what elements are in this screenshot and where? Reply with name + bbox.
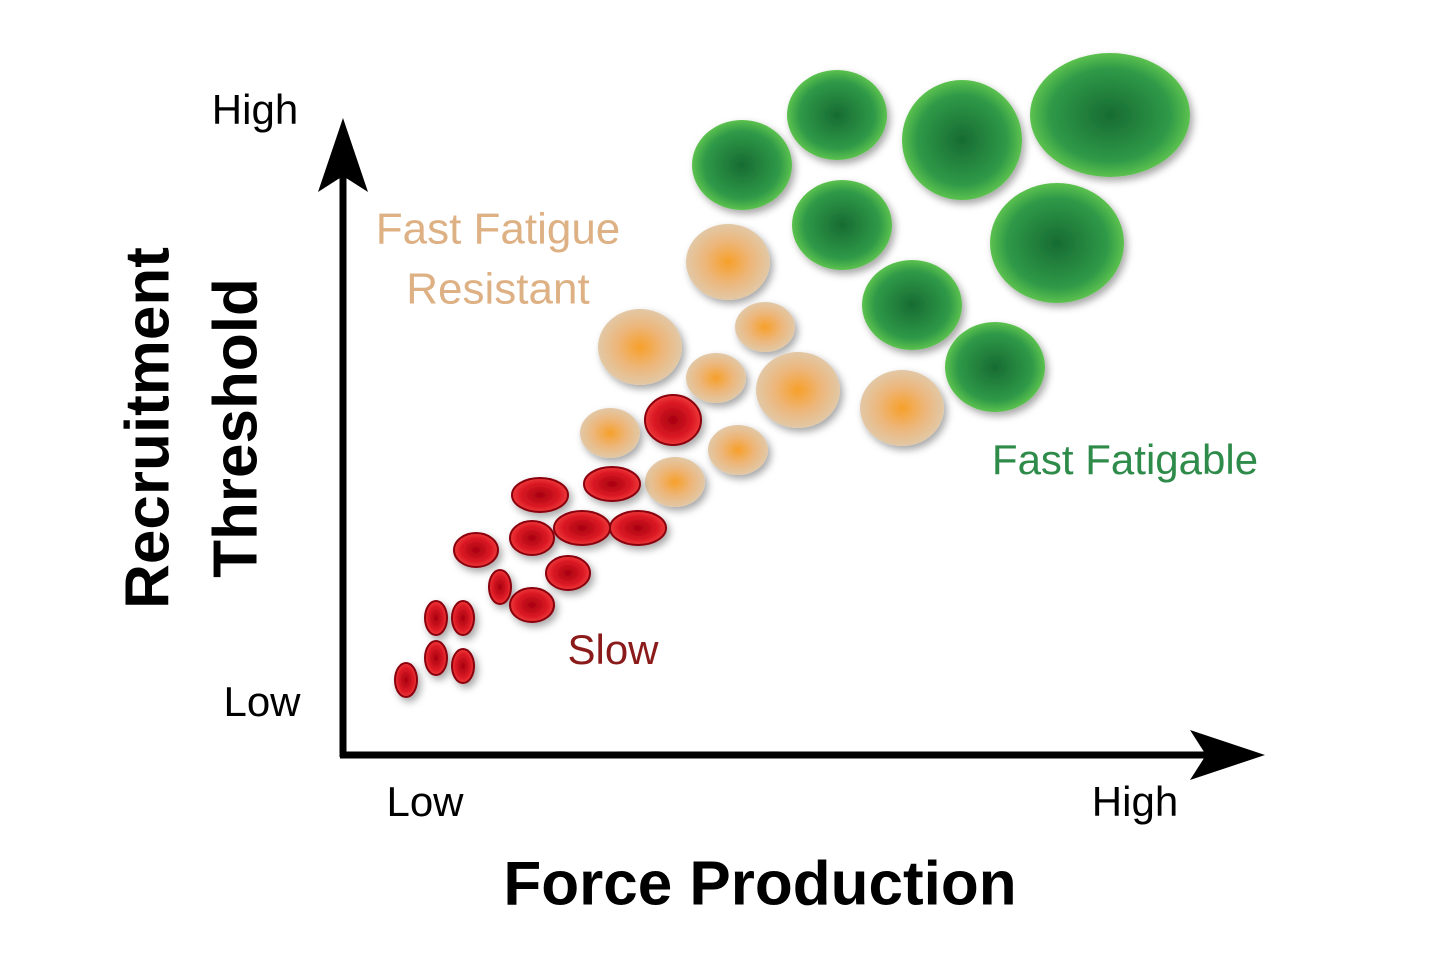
motor-unit [545,555,591,591]
motor-unit [735,302,795,352]
fast-fatigue-resistant-units [580,224,944,507]
motor-unit [451,600,475,636]
group-label: Fast Fatigable [992,436,1258,483]
y-axis-title: Recruitment [113,247,182,609]
fast-fatigable-units [692,53,1190,412]
motor-unit [686,353,746,403]
motor-unit [394,662,418,698]
group-label: Slow [567,626,659,673]
motor-unit [644,394,702,446]
motor-unit [756,352,840,428]
x-low-label: Low [386,778,464,825]
motor-unit [488,569,512,605]
motor-unit [708,425,768,475]
motor-unit [787,70,887,160]
motor-unit [862,260,962,350]
motor-unit [424,640,448,676]
motor-unit [692,120,792,210]
motor-unit [990,183,1124,303]
motor-unit [609,510,667,546]
motor-unit [553,510,611,546]
group-label: Fast Fatigue [376,205,621,254]
motor-unit [902,80,1022,200]
motor-unit [509,587,555,623]
motor-unit [580,408,640,458]
y-low-label: Low [223,678,301,725]
motor-unit [453,532,499,568]
motor-unit [511,477,569,513]
motor-unit [792,180,892,270]
motor-unit [451,648,475,684]
x-high-label: High [1092,778,1178,825]
x-arrowhead [1190,730,1265,780]
motor-unit [860,370,944,446]
y-axis-title: Threshold [201,278,270,578]
slow-units [394,394,702,698]
y-high-label: High [212,86,298,133]
motor-unit [509,520,555,556]
motor-unit [945,322,1045,412]
motor-unit [583,466,641,502]
x-axis-title: Force Production [503,849,1016,918]
motor-unit [645,457,705,507]
group-label: Resistant [406,265,589,314]
motor-unit [1030,53,1190,177]
motor-unit [686,224,770,300]
motor-unit [424,600,448,636]
motor-unit [598,309,682,385]
axes [318,118,1265,780]
y-arrowhead [318,118,368,192]
